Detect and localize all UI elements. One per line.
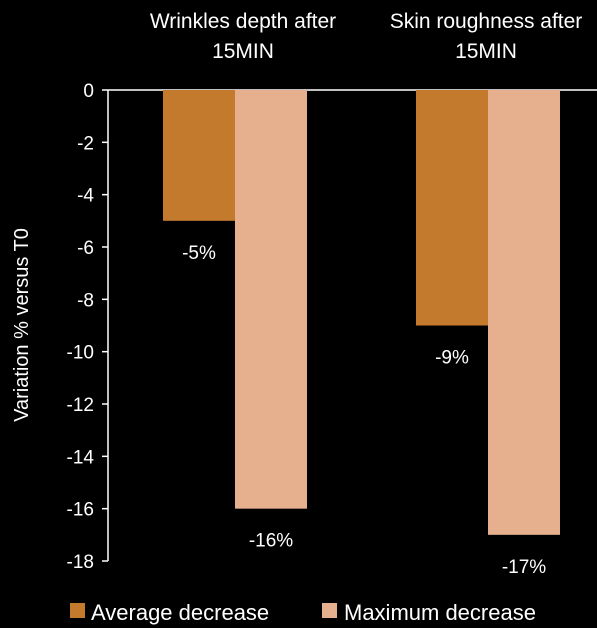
legend-label: Maximum decrease <box>344 600 536 625</box>
y-tick-label: -18 <box>67 552 94 573</box>
bar <box>163 90 235 221</box>
y-tick-label: -4 <box>77 186 94 207</box>
data-label: -9% <box>435 348 469 369</box>
legend-swatch <box>70 603 85 618</box>
y-tick-label: -16 <box>67 500 94 521</box>
y-tick-label: -14 <box>67 447 95 468</box>
data-label: -17% <box>502 557 546 578</box>
y-tick-label: -12 <box>67 395 94 416</box>
data-labels: -5% -16% -9% -17% <box>182 243 546 578</box>
y-tick-label: -6 <box>77 238 94 259</box>
y-tick-label: 0 <box>83 81 94 102</box>
axes: 0 -2 -4 -6 -8 -10 -12 -14 -16 -18 <box>67 81 597 573</box>
y-tick-label: -2 <box>77 133 94 154</box>
y-axis-label: Variation % versus T0 <box>11 228 33 422</box>
legend: Average decrease Maximum decrease <box>70 600 536 625</box>
bar <box>488 90 560 535</box>
bar <box>235 90 307 509</box>
y-tick-label: -8 <box>77 290 94 311</box>
y-tick-label: -10 <box>67 343 94 364</box>
category-label: Skin roughness after 15MIN <box>390 10 583 63</box>
category-labels: Wrinkles depth after 15MIN Skin roughness … <box>150 10 582 63</box>
category-label: Wrinkles depth after 15MIN <box>150 10 336 63</box>
data-label: -5% <box>182 243 216 264</box>
legend-swatch <box>322 603 337 618</box>
bar <box>416 90 488 326</box>
bars <box>163 90 560 535</box>
legend-label: Average decrease <box>91 600 269 625</box>
data-label: -16% <box>249 531 293 552</box>
